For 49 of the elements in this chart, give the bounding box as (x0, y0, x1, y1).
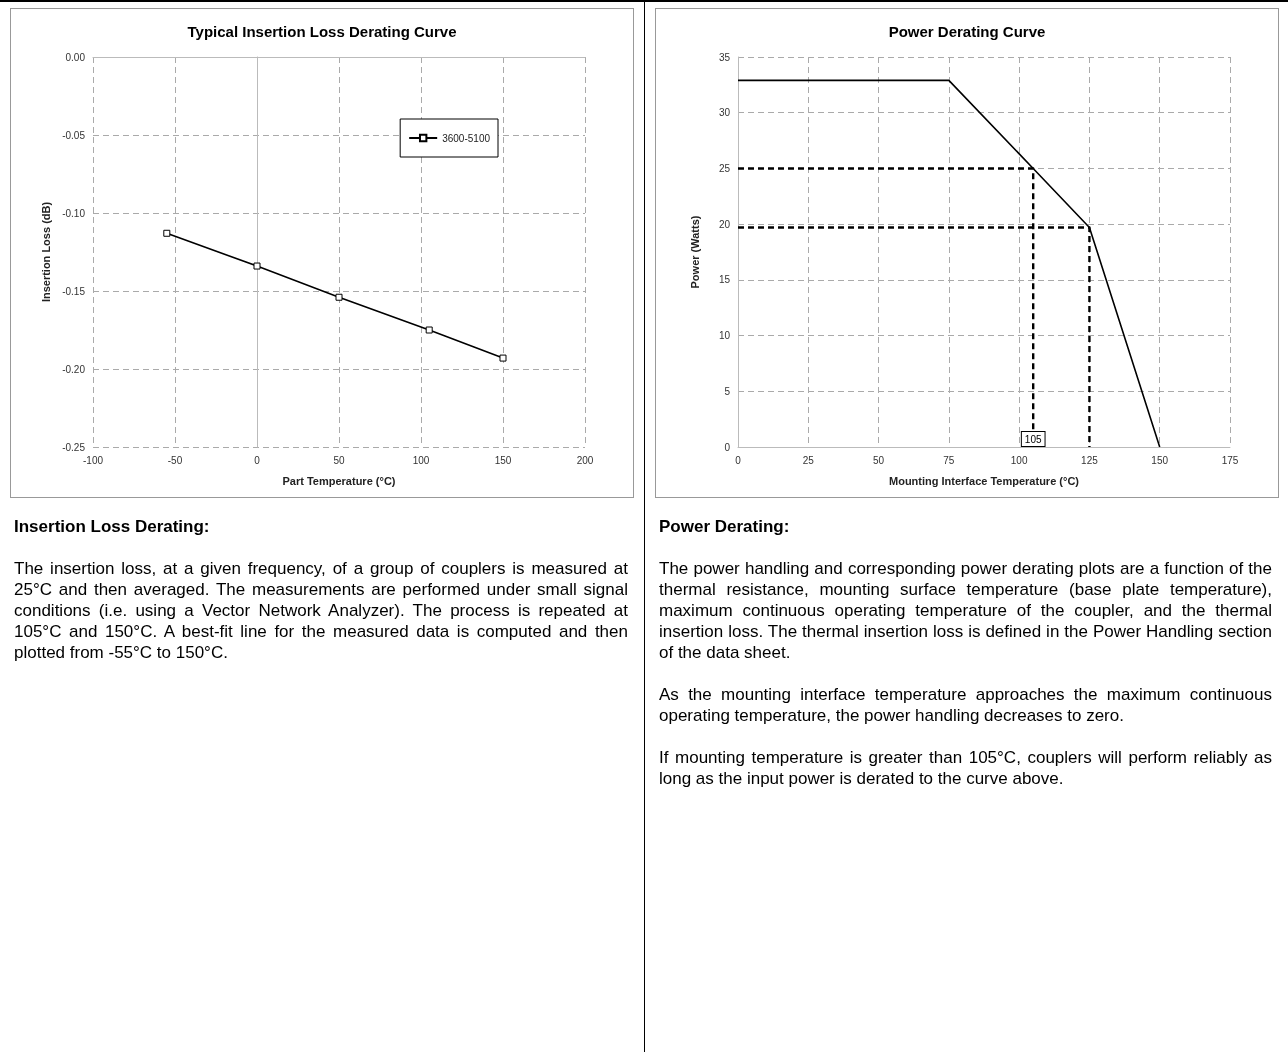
y-tick-label: -0.20 (62, 363, 86, 375)
y-tick-label: 0.00 (65, 51, 86, 63)
y-tick-label: 10 (718, 330, 731, 342)
point (425, 326, 433, 334)
x-tick-label: 75 (943, 454, 955, 466)
y-tick-label: 5 (724, 385, 731, 397)
x-tick-label: 125 (1081, 454, 1099, 466)
x-axis-title: Part Temperature (°C) (282, 474, 396, 487)
annotation: 105 (1024, 433, 1042, 445)
x-tick-label: 100 (412, 454, 430, 466)
x-tick-label: 175 (1221, 454, 1239, 466)
y-tick-label: 0 (724, 441, 731, 453)
x-axis-title: Mounting Interface Temperature (°C) (889, 474, 1080, 487)
point (253, 262, 261, 270)
y-tick-label: -0.05 (62, 129, 86, 141)
text: Insertion Loss Derating: (14, 516, 211, 537)
chart-title: Typical Insertion Loss Derating Curve (187, 23, 457, 40)
y-tick-label: -0.25 (62, 441, 86, 453)
x-tick-label: 150 (1151, 454, 1169, 466)
y-axis-title: Power (Watts) (688, 215, 701, 289)
x-tick-label: -50 (167, 454, 183, 466)
x-tick-label: 150 (494, 454, 512, 466)
text: The power handling and corresponding power derating plots are a function of the thermal resistance, mounting surface temperature (base plate temperature), maximum continuous operating temperature of the coupler, and the thermal insertion loss. The thermal insertion loss is defined in the Power Handling section of the data sheet. (659, 558, 1272, 663)
point (499, 354, 507, 362)
legend-label: 3600-5100 (442, 132, 491, 144)
y-tick-label: 15 (718, 274, 731, 286)
point (335, 293, 343, 301)
x-tick-label: 50 (873, 454, 885, 466)
x-tick-label: 0 (254, 454, 261, 466)
x-tick-label: 25 (802, 454, 815, 466)
y-tick-label: 25 (718, 162, 731, 174)
x-tick-label: 200 (576, 454, 594, 466)
y-tick-label: -0.10 (62, 207, 86, 219)
text: Power Derating: (659, 516, 791, 537)
x-tick-label: 50 (333, 454, 345, 466)
y-tick-label: 30 (718, 107, 731, 119)
y-tick-label: 20 (718, 218, 731, 230)
y-tick-label: -0.15 (62, 285, 86, 297)
x-tick-label: 100 (1010, 454, 1028, 466)
text: If mounting temperature is greater than 105°C, couplers will perform reliably as long as the input power is derated to the curve above. (659, 747, 1272, 789)
text: The insertion loss, at a given frequency, of a group of couplers is measured at 25°C and then averaged. The measurements are performed under small signal conditions (i.e. using a Vector Network Analyzer). The process is repeated at 105°C and 150°C. A best-fit line for the measured data is computed and then plotted from -55°C to 150°C. (14, 558, 628, 663)
point (163, 229, 171, 237)
chart-title: Power Derating Curve (888, 23, 1046, 40)
text: As the mounting interface temperature approaches the maximum continuous operating temperature, the power handling decreases to zero. (659, 684, 1272, 726)
line-series (737, 79, 1161, 448)
x-tick-label: 0 (735, 454, 742, 466)
x-tick-label: -100 (82, 454, 104, 466)
y-tick-label: 35 (718, 51, 731, 63)
y-axis-title: Insertion Loss (dB) (39, 201, 52, 303)
